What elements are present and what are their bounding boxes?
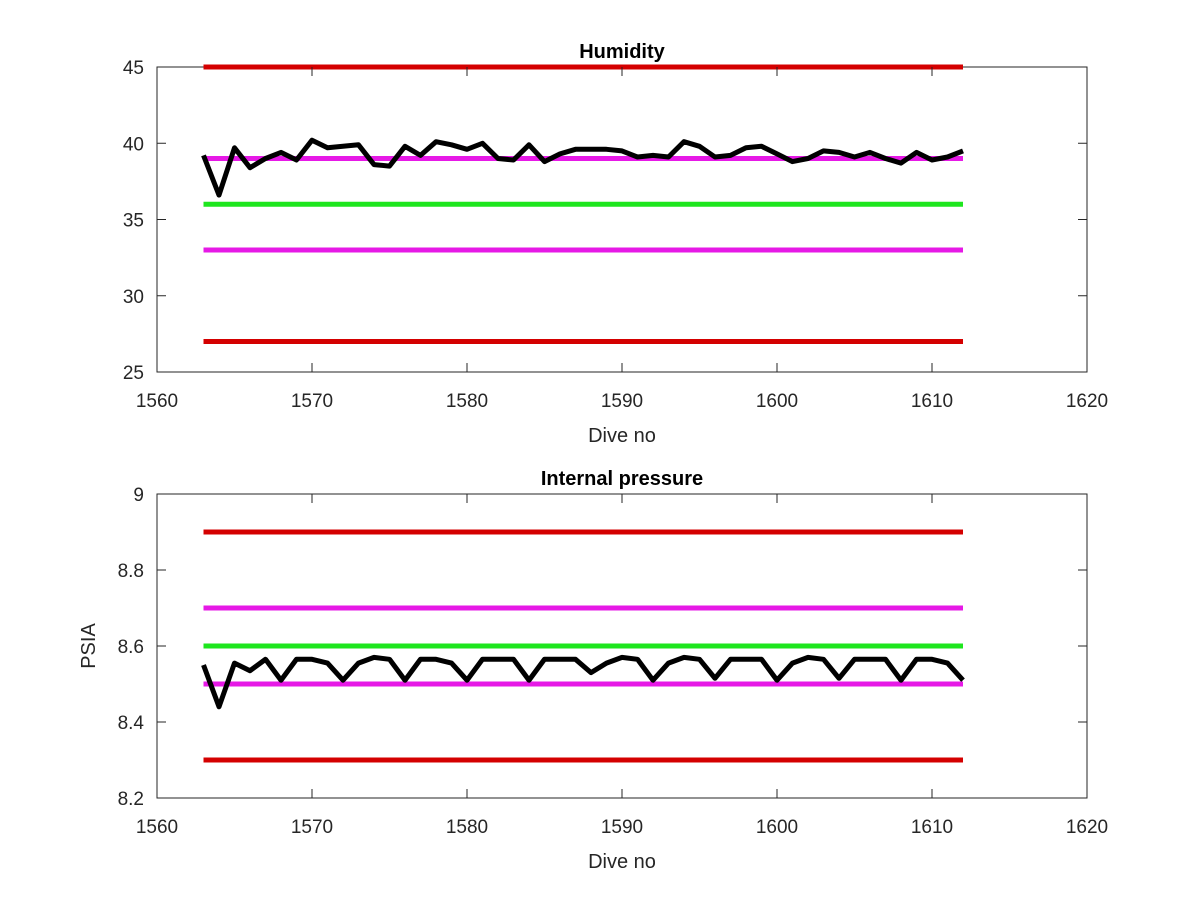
x-tick-label: 1610 xyxy=(911,391,953,412)
chart-title: Humidity xyxy=(579,41,665,63)
x-tick-label: 1620 xyxy=(1066,391,1108,412)
x-axis-label: Dive no xyxy=(588,425,656,447)
x-tick-label: 1560 xyxy=(136,817,178,838)
x-tick-label: 1620 xyxy=(1066,817,1108,838)
y-tick-label: 8.2 xyxy=(118,789,144,810)
internal-pressure-panel: 1560 1570 1580 1590 1600 1610 1620 8.2 8.4 8.6 8.8… xyxy=(78,468,1108,873)
humidity-panel: 1560 1570 1580 1590 1600 1610 1620 25 30 35 40 45 Hu… xyxy=(123,41,1108,447)
chart-title: Internal pressure xyxy=(541,468,703,490)
data-series-line xyxy=(201,137,964,198)
x-tick-label: 1590 xyxy=(601,817,643,838)
x-tick-label: 1590 xyxy=(601,391,643,412)
y-tick-label: 45 xyxy=(123,58,144,79)
axes-box xyxy=(156,66,1088,373)
x-tick-label: 1580 xyxy=(446,817,488,838)
x-tick-label: 1580 xyxy=(446,391,488,412)
x-tick-label: 1570 xyxy=(291,391,333,412)
x-tick-label: 1600 xyxy=(756,817,798,838)
x-tick-label: 1600 xyxy=(756,391,798,412)
data-series-line xyxy=(201,654,965,710)
x-tick-label: 1560 xyxy=(136,391,178,412)
y-tick-label: 8.6 xyxy=(118,637,144,658)
y-tick-label: 8.4 xyxy=(118,713,145,734)
x-tick-label: 1570 xyxy=(291,817,333,838)
y-axis-label: PSIA xyxy=(78,623,100,669)
y-tick-label: 40 xyxy=(123,134,144,155)
y-tick-label: 25 xyxy=(123,363,144,384)
x-axis-label: Dive no xyxy=(588,851,656,873)
y-tick-label: 35 xyxy=(123,211,144,232)
y-tick-label: 8.8 xyxy=(118,561,144,582)
y-tick-label: 9 xyxy=(133,485,144,506)
y-tick-label: 30 xyxy=(123,287,144,308)
x-tick-label: 1610 xyxy=(911,817,953,838)
